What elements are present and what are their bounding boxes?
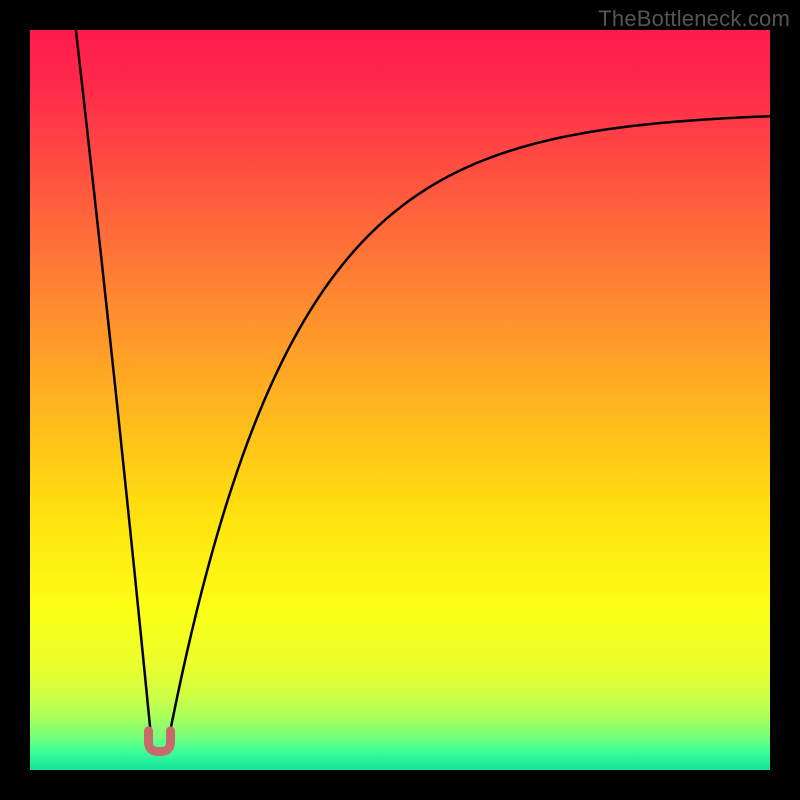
watermark-text: TheBottleneck.com [598, 6, 790, 32]
plot-svg [30, 30, 770, 770]
chart-frame: TheBottleneck.com [0, 0, 800, 800]
gradient-background [30, 30, 770, 770]
bottleneck-curve-plot [30, 30, 770, 770]
